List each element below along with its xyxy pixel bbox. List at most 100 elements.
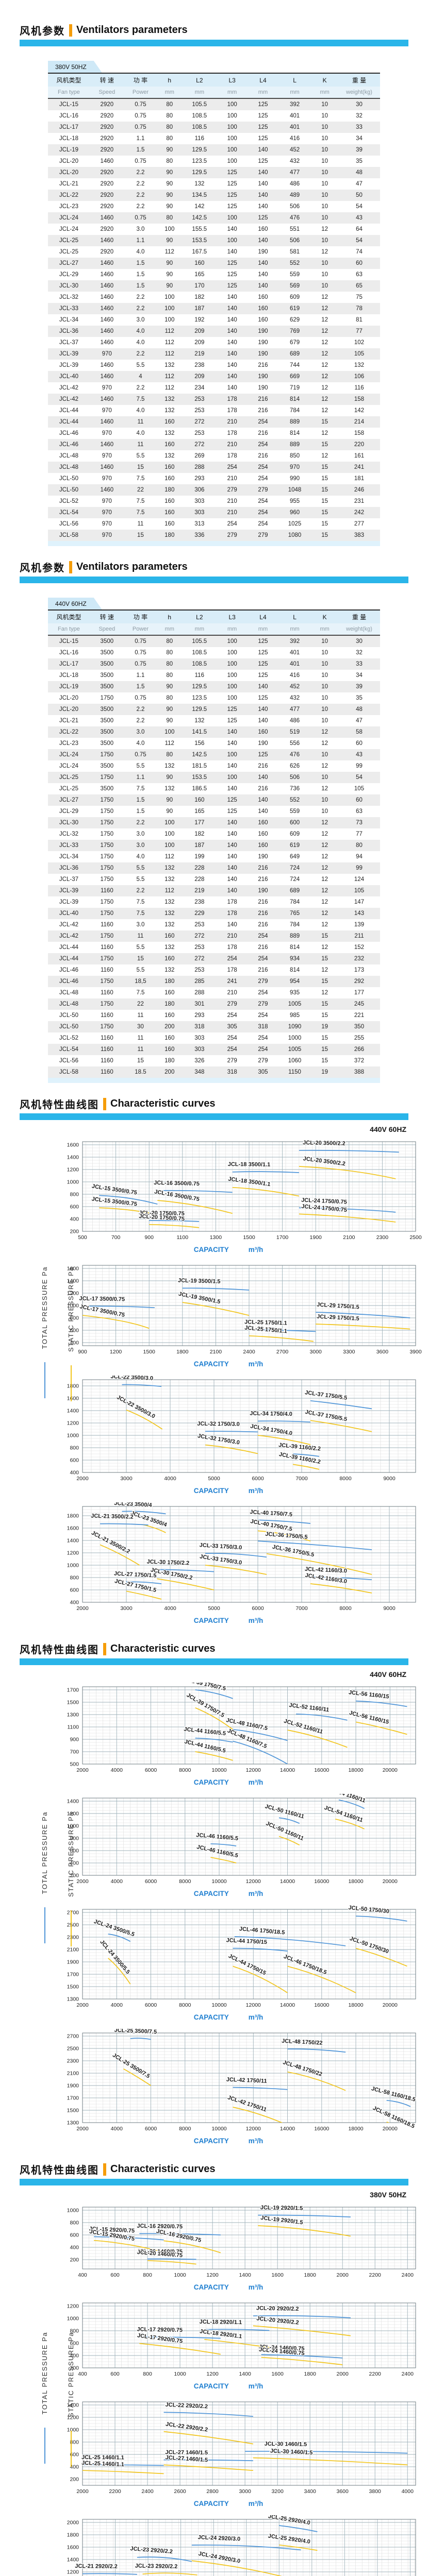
table-cell: 1750 (100, 978, 114, 985)
section-curves-3: 风机特性曲线图 Characteristic curves 380V 50HZ TOT… (20, 2162, 416, 2576)
table-cell: 3.0 (136, 831, 145, 837)
table-cell: 814 (289, 944, 300, 951)
table-cell: 954 (289, 978, 300, 985)
table-cell: 1160 (100, 1035, 113, 1041)
table-cell: 279 (258, 1058, 268, 1064)
x-tick-labels: 500 700 900 1100 1300 1500 1700 1900 2100 2300 250… (78, 1234, 422, 1241)
table-cell: 160 (164, 476, 175, 482)
curve-line (287, 2071, 346, 2091)
table-cell: 210 (227, 442, 237, 448)
table-cell: 100 (227, 147, 237, 153)
table-cell: JCL-23 (59, 204, 78, 210)
curve-label: JCL-48 1750/22 (282, 2038, 323, 2046)
table-cell: 452 (289, 684, 300, 690)
table-cell: 724 (289, 865, 300, 871)
table-cell: 2.2 (136, 294, 145, 300)
table-cell: 182 (194, 831, 205, 837)
capacity-axis-label: CAPACITY m³/h (194, 2382, 264, 2390)
table-cell: 80 (166, 672, 173, 679)
capacity-axis-label: CAPACITY m³/h (194, 1778, 264, 1786)
table-cell: 1160 (100, 922, 113, 928)
table-cell: 177 (354, 990, 365, 996)
svg-text:6000: 6000 (145, 1878, 157, 1885)
table-cell: 140 (258, 718, 268, 724)
table-cell: 35 (356, 158, 363, 164)
table-cell: 75 (356, 294, 363, 300)
table-cell: 132 (164, 967, 175, 973)
major-grid (82, 2402, 416, 2485)
curve-line (83, 1315, 150, 1329)
table-cell: 140 (227, 865, 237, 871)
table-cell: 1.5 (136, 797, 145, 803)
table-cell: 15 (137, 956, 144, 962)
table-row: JCL-39 1160 2.2 112 219 140 190 689 12 105 (48, 885, 380, 896)
table-cell: 216 (258, 396, 268, 402)
y-tick-labels: 200 400 600 800 1000 1200 1400 (67, 1799, 79, 1879)
table-cell: 216 (258, 362, 268, 368)
table-cell: 279 (258, 1001, 268, 1007)
table-cell: 0.75 (135, 101, 146, 108)
table-cell: 301 (194, 1001, 205, 1007)
chart-panel-3: 2000 2200 2400 2600 2800 3000 3200 3400 3600 3800… (67, 2401, 416, 2507)
svg-text:1500: 1500 (67, 1984, 79, 1990)
svg-text:200: 200 (70, 2365, 79, 2371)
svg-text:1000: 1000 (67, 1179, 79, 1185)
table-cell: 112 (164, 888, 174, 894)
x-tick-labels: 2000 3000 4000 5000 6000 7000 8000 9000 (76, 1605, 396, 1612)
table-cell: 12 (321, 340, 328, 346)
table-cell: 1460 (100, 306, 114, 312)
table-cell: 100 (164, 226, 175, 232)
table-cell: 3500 (100, 706, 114, 713)
table-cell: 178 (227, 967, 237, 973)
table-cell: JCL-20 (59, 158, 78, 164)
svg-text:8000: 8000 (339, 1605, 352, 1612)
table-cell: JCL-32 (59, 294, 78, 300)
table-cell: 12 (321, 922, 328, 928)
table-cell: 105.5 (192, 638, 207, 645)
table-row: JCL-19 2920 1.5 90 129.5 100 140 452 10 39 (48, 144, 380, 156)
curve-label: JCL-15 2920/0.75 (89, 2226, 135, 2234)
table-cell: 2.2 (136, 204, 145, 210)
table-cell: 90 (166, 272, 173, 278)
table-row: JCL-42 1160 3.0 132 253 140 216 784 12 139 (48, 919, 380, 930)
plot-border (82, 1141, 416, 1232)
svg-text:3600: 3600 (376, 1349, 389, 1355)
table-cell: 970 (102, 521, 112, 527)
table-row: JCL-36 1750 5.5 132 228 140 216 724 12 99 (48, 862, 380, 874)
svg-text:14000: 14000 (280, 2002, 295, 2008)
svg-text:10000: 10000 (211, 2126, 226, 2132)
table-cell: 581 (289, 249, 300, 255)
svg-text:2100: 2100 (210, 1349, 222, 1355)
table-cell: 15 (321, 464, 328, 470)
svg-text:2000: 2000 (76, 2002, 89, 2008)
table-cell: 216 (258, 910, 268, 917)
y-tick-labels: 200 400 600 800 1000 1200 (67, 2303, 79, 2371)
table-cell: 0.75 (135, 752, 146, 758)
table-cell: 116 (194, 672, 204, 679)
table-cell: 100 (164, 317, 175, 323)
table-cell: 279 (258, 487, 268, 493)
curve-line (249, 1329, 316, 1332)
svg-text:1800: 1800 (67, 1383, 79, 1389)
table-cell: 160 (164, 990, 175, 996)
svg-text:2000: 2000 (337, 2371, 349, 2377)
section-title-en: Ventilators parameters (76, 24, 188, 36)
table-cell: 80 (166, 215, 173, 221)
curve-line (245, 2451, 408, 2454)
table-row: JCL-33 1460 2.2 100 187 140 160 619 12 78 (48, 303, 380, 314)
curves (83, 2525, 318, 2576)
table-cell: 100 (227, 638, 237, 645)
table-cell: 178 (227, 430, 237, 436)
table-cell: 160 (164, 1035, 175, 1041)
table-cell: 54 (356, 238, 363, 244)
table-cell: 123.5 (192, 695, 207, 701)
table-cell: 160 (164, 933, 175, 939)
table-cell: 160 (258, 729, 268, 735)
svg-text:14000: 14000 (280, 1878, 295, 1885)
table-cell: 60 (356, 740, 363, 747)
curve-line (233, 1965, 288, 1993)
table-cell: 160 (164, 464, 175, 470)
curve-line (149, 1220, 200, 1222)
table-row: JCL-32 1460 2.2 100 182 140 160 609 12 75 (48, 292, 380, 303)
curve-line (142, 2572, 197, 2575)
